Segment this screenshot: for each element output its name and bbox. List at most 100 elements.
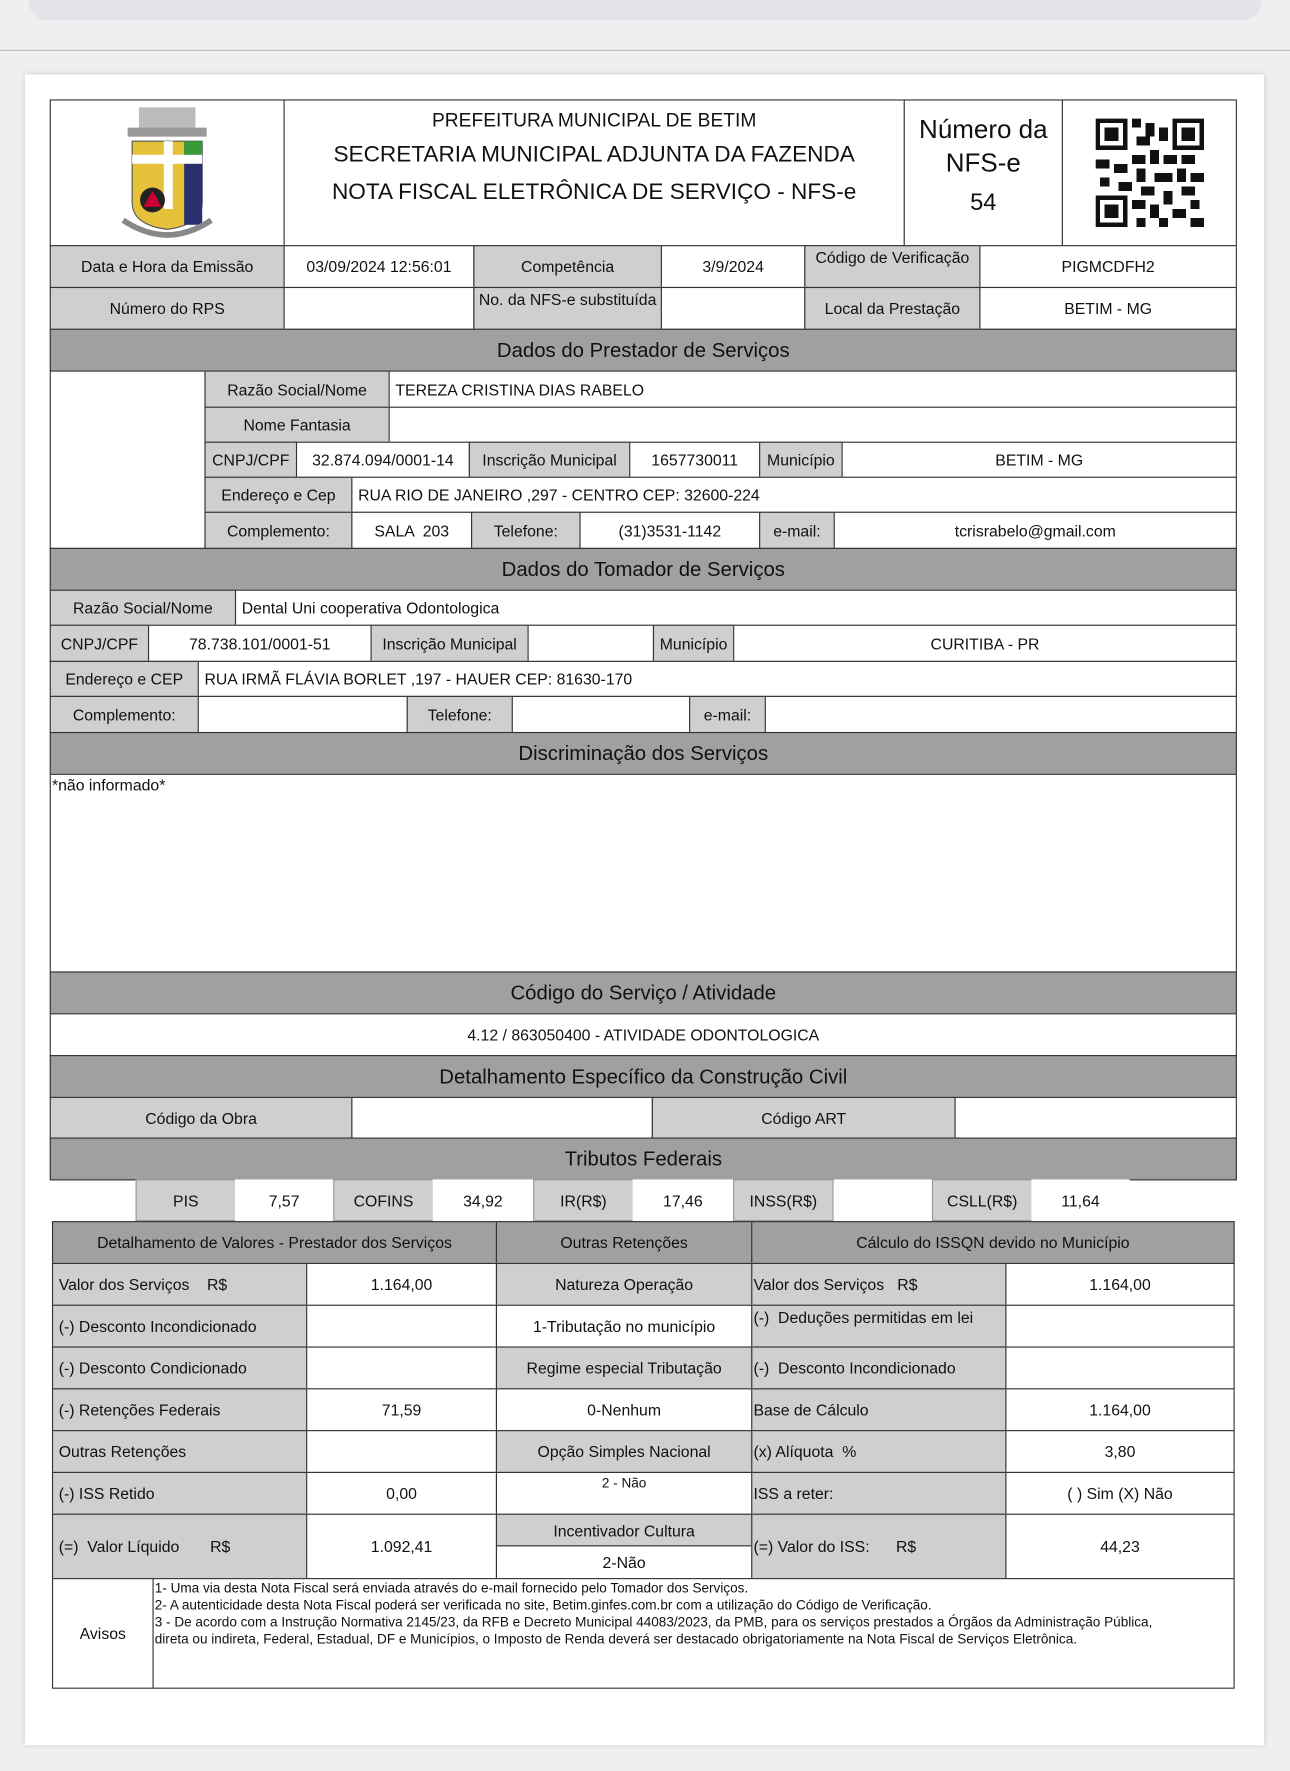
- valores-header-prestador: Detalhamento de Valores - Prestador dos …: [51, 1221, 498, 1265]
- tomador-municipio-value: CURITIBA - PR: [733, 624, 1237, 662]
- prestador-cnpj-value: 32.874.094/0001-14: [295, 441, 470, 478]
- csll-label: CSLL(R$): [931, 1179, 1033, 1222]
- outras-retencoes-label: Natureza Operação: [495, 1262, 753, 1306]
- verificacao-label: Código de Verificação: [804, 245, 981, 289]
- tomador-im-value: [527, 624, 655, 662]
- inss-label: INSS(R$): [733, 1179, 834, 1222]
- aviso-line: 2- A autenticidade desta Nota Fiscal pod…: [154, 1597, 932, 1614]
- tomador-razao-label: Razão Social/Nome: [49, 589, 237, 626]
- valor-issqn-label: Base de Cálculo: [751, 1388, 1007, 1432]
- csll-value: 11,64: [1031, 1179, 1130, 1222]
- prestador-im-label: Inscrição Municipal: [468, 441, 631, 478]
- prestador-endereco-label: Endereço e Cep: [204, 476, 353, 513]
- ir-value: 17,46: [632, 1179, 734, 1222]
- outras-retencoes-value: 1-Tributação no município: [495, 1304, 753, 1348]
- construcao-section-header: Detalhamento Específico da Construção Ci…: [49, 1055, 1237, 1098]
- valor-issqn-value: 3,80: [1005, 1430, 1235, 1473]
- valor-issqn-value: [1005, 1346, 1235, 1390]
- prestador-razao-label: Razão Social/Nome: [204, 370, 390, 408]
- emissao-label: Data e Hora da Emissão: [49, 245, 285, 289]
- prestador-email-value: tcrisrabelo@gmail.com: [833, 511, 1237, 549]
- prestador-email-label: e-mail:: [759, 511, 835, 549]
- valor-issqn-label: (-) Desconto Incondicionado: [751, 1346, 1007, 1390]
- tomador-im-label: Inscrição Municipal: [370, 624, 529, 662]
- qr-code-icon[interactable]: [1095, 118, 1204, 228]
- inss-value: [833, 1179, 932, 1222]
- prestador-municipio-value: BETIM - MG: [841, 441, 1237, 478]
- valor-issqn-label: (=) Valor do ISS: R$: [751, 1513, 1007, 1580]
- tomador-section-header: Dados do Tomador de Serviços: [49, 547, 1237, 591]
- valor-issqn-value: ( ) Sim (X) Não: [1005, 1471, 1235, 1515]
- valores-header-outras: Outras Retenções: [495, 1221, 753, 1265]
- local-value: BETIM - MG: [979, 286, 1237, 330]
- servico-section-header: Código do Serviço / Atividade: [49, 971, 1237, 1015]
- prestador-endereco-value: RUA RIO DE JANEIRO ,297 - CENTRO CEP: 32…: [351, 476, 1237, 513]
- valor-prestador-value: 1.092,41: [306, 1513, 498, 1580]
- valor-prestador-value: 71,59: [306, 1388, 498, 1432]
- valor-prestador-label: (-) ISS Retido: [51, 1471, 308, 1515]
- tomador-telefone-value: [511, 695, 691, 734]
- prestador-blank-cell: [49, 370, 206, 549]
- divider: [0, 49, 1290, 51]
- art-label: Código ART: [651, 1096, 956, 1139]
- avisos-text: 1- Uma via desta Nota Fiscal será enviad…: [152, 1578, 1235, 1689]
- servico-value: 4.12 / 863050400 - ATIVIDADE ODONTOLOGIC…: [49, 1013, 1237, 1057]
- cofins-value: 34,92: [432, 1179, 534, 1222]
- prefeitura-title: PREFEITURA MUNICIPAL DE BETIM: [431, 109, 757, 132]
- substituida-label: No. da NFS-e substituída: [473, 286, 662, 330]
- substituida-value: [660, 286, 806, 330]
- obra-label: Código da Obra: [49, 1096, 353, 1139]
- art-value: [954, 1096, 1237, 1139]
- discriminacao-section-header: Discriminação dos Serviços: [49, 731, 1237, 775]
- prestador-razao-value: TEREZA CRISTINA DIAS RABELO: [388, 370, 1237, 408]
- nfse-number-label: Número da: [919, 114, 1048, 144]
- valor-prestador-value: [306, 1346, 498, 1390]
- document-title-block: PREFEITURA MUNICIPAL DE BETIM SECRETARIA…: [283, 99, 905, 247]
- obra-value: [351, 1096, 653, 1139]
- competencia-value: 3/9/2024: [660, 245, 806, 289]
- prestador-fantasia-label: Nome Fantasia: [204, 406, 390, 443]
- valor-prestador-label: Outras Retenções: [51, 1430, 308, 1473]
- valor-prestador-value: [306, 1304, 498, 1348]
- nfse-number-value: 54: [970, 189, 997, 216]
- prestador-im-value: 1657730011: [629, 441, 761, 478]
- tomador-razao-value: Dental Uni cooperativa Odontologica: [234, 589, 1237, 626]
- valor-prestador-label: (=) Valor Líquido R$: [51, 1513, 308, 1580]
- outras-retencoes-label: Opção Simples Nacional: [495, 1430, 753, 1473]
- prestador-telefone-value: (31)3531-1142: [579, 511, 761, 549]
- rps-value: [283, 286, 475, 330]
- valor-prestador-value: 0,00: [306, 1471, 498, 1515]
- tributos-section-header: Tributos Federais: [49, 1137, 1237, 1181]
- ir-label: IR(R$): [533, 1179, 634, 1222]
- valor-prestador-value: 1.164,00: [306, 1262, 498, 1306]
- valor-prestador-value: [306, 1430, 498, 1473]
- outras-retencoes-label: Regime especial Tributação: [495, 1346, 753, 1390]
- tomador-email-label: e-mail:: [689, 695, 766, 734]
- tomador-telefone-label: Telefone:: [406, 695, 513, 734]
- pis-label: PIS: [135, 1179, 237, 1222]
- tomador-endereco-label: Endereço e CEP: [49, 660, 199, 697]
- prestador-cnpj-label: CNPJ/CPF: [204, 441, 298, 478]
- nfse-number-block: Número da NFS-e 54: [903, 99, 1063, 247]
- tomador-cnpj-label: CNPJ/CPF: [49, 624, 150, 662]
- nfse-title: NOTA FISCAL ELETRÔNICA DE SERVIÇO - NFS-…: [331, 179, 857, 205]
- prestador-municipio-label: Município: [759, 441, 843, 478]
- outras-retencoes-value: 2 - Não: [495, 1471, 753, 1515]
- secretaria-title: SECRETARIA MUNICIPAL ADJUNTA DA FAZENDA: [333, 142, 855, 168]
- valor-issqn-value: [1005, 1304, 1235, 1348]
- valor-issqn-label: (-) Deduções permitidas em lei: [751, 1304, 1007, 1348]
- valor-issqn-label: (x) Alíquota %: [751, 1430, 1007, 1473]
- valor-issqn-label: ISS a reter:: [751, 1471, 1007, 1515]
- valor-prestador-label: (-) Retenções Federais: [51, 1388, 308, 1432]
- browser-top-bar: [28, 0, 1262, 21]
- logo-cell: [49, 99, 285, 247]
- prestador-section-header: Dados do Prestador de Serviços: [49, 328, 1237, 372]
- outras-retencoes-value: 2-Não: [495, 1545, 753, 1580]
- qr-cell: [1061, 99, 1237, 247]
- tomador-endereco-value: RUA IRMÃ FLÁVIA BORLET ,197 - HAUER CEP:…: [197, 660, 1237, 697]
- valor-issqn-value: 1.164,00: [1005, 1262, 1235, 1306]
- outras-retencoes-label: Incentivador Cultura: [495, 1513, 753, 1547]
- prestador-telefone-label: Telefone:: [471, 511, 581, 549]
- valor-issqn-label: Valor dos Serviços R$: [751, 1262, 1007, 1306]
- coat-of-arms-icon: [121, 107, 213, 238]
